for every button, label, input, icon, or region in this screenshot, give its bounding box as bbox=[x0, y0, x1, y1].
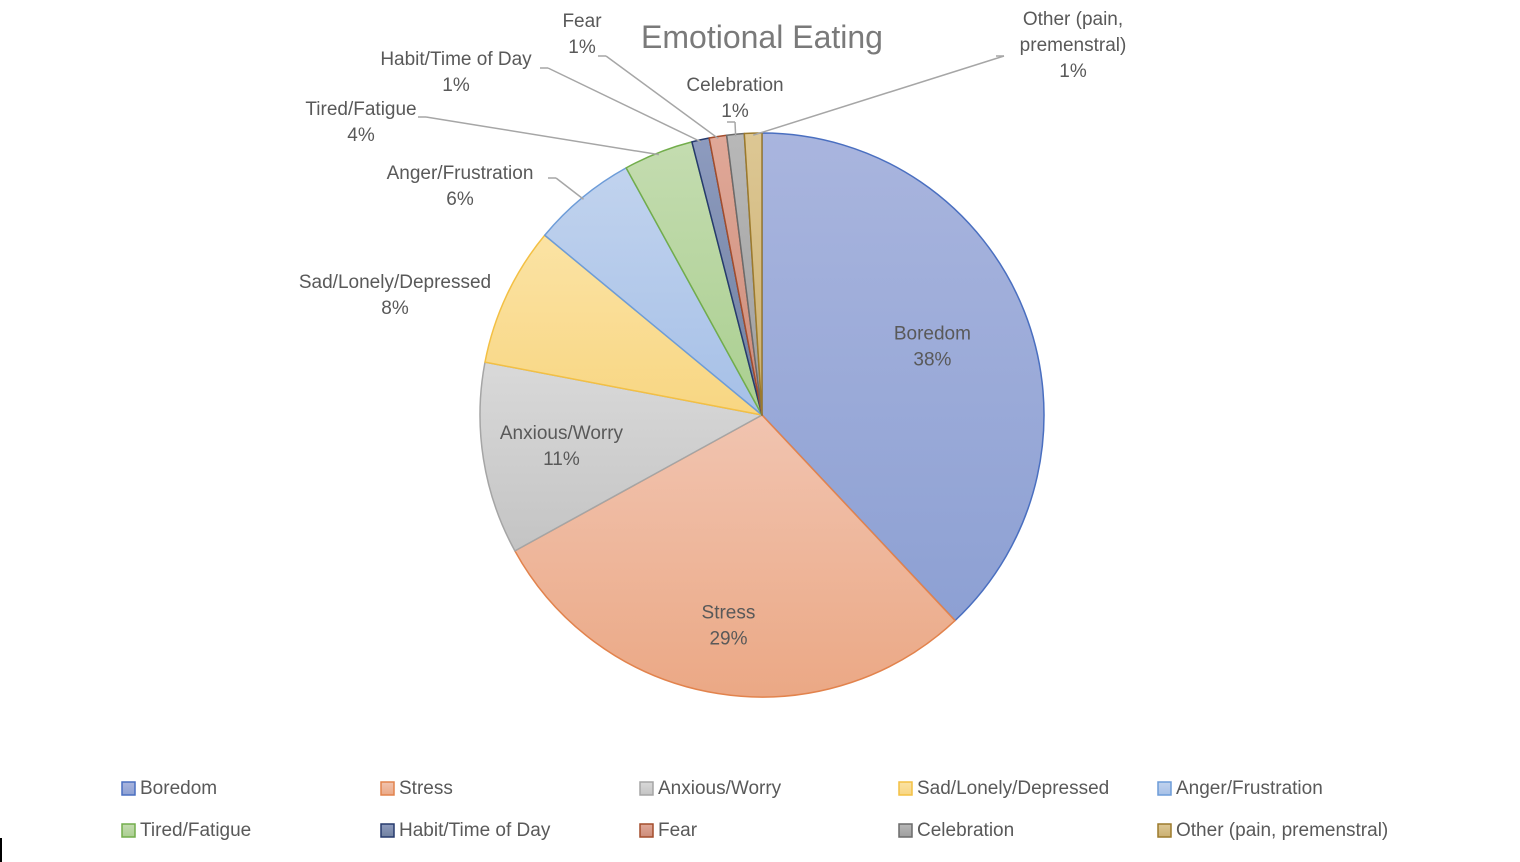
legend-label-stress: Stress bbox=[399, 778, 453, 799]
legend-swatch-boredom bbox=[121, 781, 136, 796]
legend-item-anxious-worry: Anxious/Worry bbox=[639, 778, 782, 799]
leader-line-other-pain-premenstral bbox=[752, 55, 1005, 136]
legend-label-other-pain-premenstral: Other (pain, premenstral) bbox=[1176, 820, 1388, 841]
legend-item-stress: Stress bbox=[380, 778, 453, 799]
legend-item-anger-frustration: Anger/Frustration bbox=[1157, 778, 1323, 799]
legend-swatch-celebration bbox=[898, 823, 913, 838]
legend-swatch-sad-lonely-depressed bbox=[898, 781, 913, 796]
legend-label-boredom: Boredom bbox=[140, 778, 217, 799]
legend-item-other-pain-premenstral: Other (pain, premenstral) bbox=[1157, 820, 1388, 841]
legend-label-habit-time-of-day: Habit/Time of Day bbox=[399, 820, 551, 841]
legend-swatch-tired-fatigue bbox=[121, 823, 136, 838]
leader-line-fear bbox=[605, 55, 719, 140]
legend-label-celebration: Celebration bbox=[917, 820, 1014, 841]
legend-label-tired-fatigue: Tired/Fatigue bbox=[140, 820, 251, 841]
slice-label-anxious-worry: Anxious/Worry 11% bbox=[500, 423, 624, 470]
edge-mark bbox=[0, 838, 2, 862]
slice-label-other-pain-premenstral: Other (pain, premenstral) 1% bbox=[1020, 9, 1127, 82]
legend-label-anger-frustration: Anger/Frustration bbox=[1176, 778, 1323, 799]
legend-swatch-anger-frustration bbox=[1157, 781, 1172, 796]
slice-label-tired-fatigue: Tired/Fatigue 4% bbox=[305, 99, 416, 146]
slice-label-celebration: Celebration 1% bbox=[686, 75, 783, 122]
slice-label-habit-time-of-day: Habit/Time of Day 1% bbox=[380, 49, 532, 96]
chart-title: Emotional Eating bbox=[641, 19, 883, 55]
legend-item-fear: Fear bbox=[639, 820, 698, 841]
leader-line-celebration bbox=[734, 121, 737, 137]
leader-lines bbox=[418, 55, 1005, 200]
legend-swatch-anxious-worry bbox=[639, 781, 654, 796]
legend-swatch-fear bbox=[639, 823, 654, 838]
legend-item-habit-time-of-day: Habit/Time of Day bbox=[380, 820, 551, 841]
legend: Boredom Stress Anxious/Worry Sad/Lonely/Dep… bbox=[121, 778, 1388, 841]
legend-item-boredom: Boredom bbox=[121, 778, 217, 799]
legend-swatch-stress bbox=[380, 781, 395, 796]
slice-label-anger-frustration: Anger/Frustration 6% bbox=[387, 163, 534, 210]
slice-labels: Boredom 38% Stress 29% Anxious/Worry 11% Sad/L… bbox=[299, 9, 1126, 650]
legend-item-sad-lonely-depressed: Sad/Lonely/Depressed bbox=[898, 778, 1109, 799]
legend-swatch-habit-time-of-day bbox=[380, 823, 395, 838]
legend-label-fear: Fear bbox=[658, 820, 698, 841]
legend-label-anxious-worry: Anxious/Worry bbox=[658, 778, 782, 799]
pie-slice-stress bbox=[514, 414, 956, 698]
pie-slice-sad-lonely-depressed bbox=[484, 234, 763, 416]
pie-slice-boredom bbox=[761, 132, 1045, 622]
leader-line-anger-frustration bbox=[555, 177, 584, 200]
slice-label-sad-lonely-depressed: Sad/Lonely/Depressed 8% bbox=[299, 272, 491, 319]
pie-slices bbox=[479, 132, 1045, 698]
legend-label-sad-lonely-depressed: Sad/Lonely/Depressed bbox=[917, 778, 1109, 799]
slice-label-stress: Stress 29% bbox=[702, 603, 756, 650]
slice-label-fear: Fear 1% bbox=[562, 11, 602, 58]
legend-swatch-other-pain-premenstral bbox=[1157, 823, 1172, 838]
slice-label-boredom: Boredom 38% bbox=[894, 324, 971, 371]
pie-slice-anxious-worry bbox=[479, 361, 763, 552]
leader-line-habit-time-of-day bbox=[547, 67, 702, 143]
legend-item-celebration: Celebration bbox=[898, 820, 1014, 841]
legend-item-tired-fatigue: Tired/Fatigue bbox=[121, 820, 251, 841]
leader-line-tired-fatigue bbox=[425, 116, 660, 156]
